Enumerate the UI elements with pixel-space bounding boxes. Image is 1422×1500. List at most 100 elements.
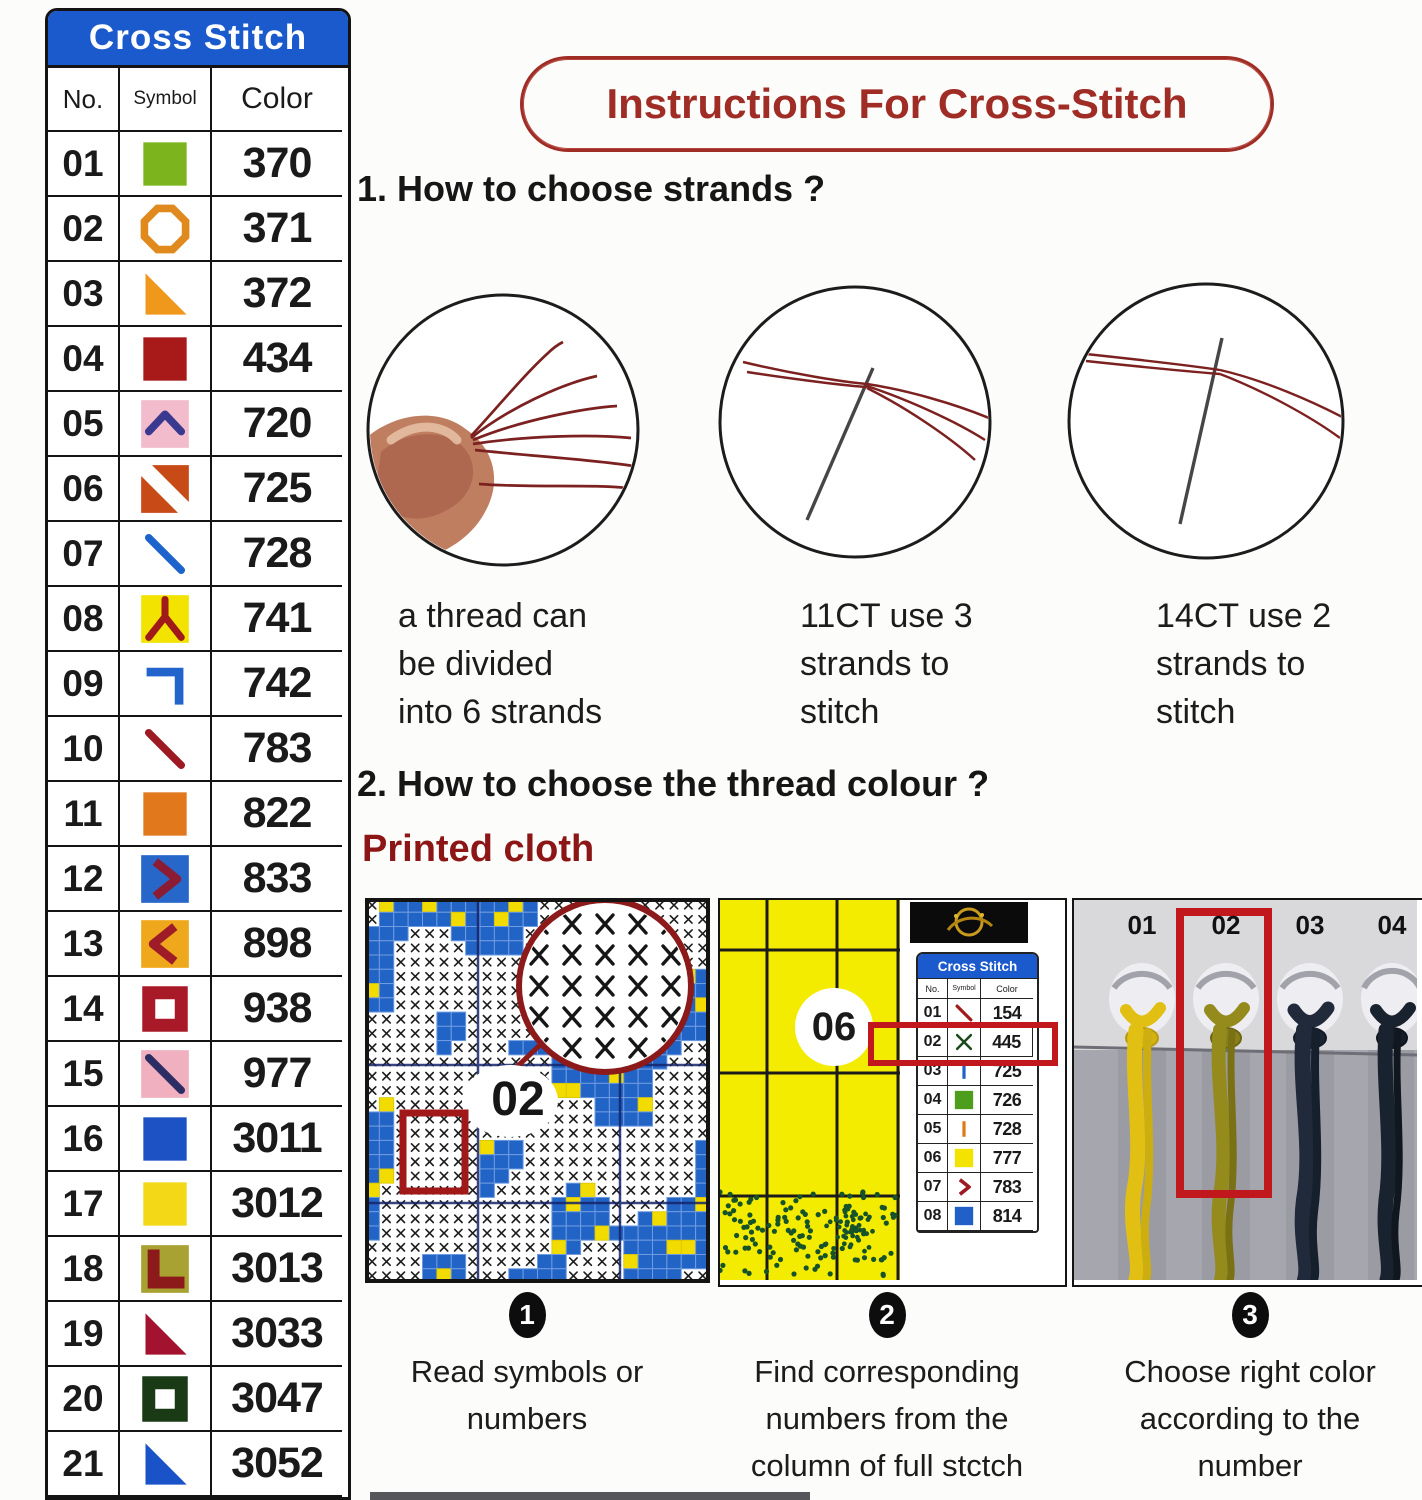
symbol-l-shape [141,1244,189,1293]
mini-row-no: 08 [918,1202,948,1231]
mini-col-color: Color [981,979,1033,999]
mini-column-headers: No. Symbol Color [918,979,1037,999]
row-symbol [120,1172,212,1237]
row-color: 434 [212,327,342,392]
cell06-text: 06 [811,1004,857,1049]
legend-row: 05 720 [48,392,348,457]
row-no: 21 [48,1432,120,1497]
row-color: 370 [212,132,342,197]
symbol-chevron-right [958,1178,971,1196]
mini-table-row: 05 728 [918,1115,1037,1144]
legend-row: 18 3013 [48,1237,348,1302]
printed-cloth-label: Printed cloth [362,828,595,870]
row-symbol [120,1042,212,1107]
symbol-triangle [145,1442,187,1485]
mini-row-no: 06 [918,1144,948,1173]
symbol-hollow-square [142,985,188,1032]
legend-row: 13 898 [48,912,348,977]
row-no: 14 [48,977,120,1042]
mini-row-symbol [948,1028,981,1057]
row-color: 822 [212,782,342,847]
row-symbol [120,717,212,782]
mini-row-no: 07 [918,1173,948,1202]
mini-table-row: 08 814 [918,1202,1037,1231]
col-header-color: Color [212,68,342,132]
symbol-x-mark [955,1033,973,1051]
step-3-caption: Choose right color according to the numb… [1124,1354,1376,1483]
step-3-badge: 3 [1231,1292,1269,1338]
legend-row: 17 3012 [48,1172,348,1237]
row-symbol [120,912,212,977]
legend-row: 03 372 [48,262,348,327]
symbol-vline [962,1121,966,1137]
caption-11ct: 11CT use 3 strands to stitch [800,597,973,731]
row-color: 372 [212,262,342,327]
row-color: 3012 [212,1172,342,1237]
mini-row-no: 05 [918,1115,948,1144]
row-symbol [120,587,212,652]
legend-row: 04 434 [48,327,348,392]
yellow-cloth-graphic [720,900,900,1280]
mini-table-row: 06 777 [918,1144,1037,1173]
legend-row: 10 783 [48,717,348,782]
mini-row-symbol [948,1144,981,1173]
mini-row-color: 728 [981,1115,1033,1144]
legend-row: 01 370 [48,132,348,197]
symbol-triangle [145,1312,187,1355]
symbol-octagon [140,204,190,253]
row-no: 03 [48,262,120,327]
symbol-diagonal [144,533,186,574]
symbol-hollow-square [142,1375,188,1422]
sheet-title-text: Instructions For Cross-Stitch [606,80,1188,127]
row-no: 15 [48,1042,120,1107]
row-symbol [120,782,212,847]
symbol-chevron-left [141,919,189,968]
mini-row-no: 04 [918,1086,948,1115]
step-2-caption: Find corresponding numbers from the colu… [750,1354,1024,1483]
kit-photo-strip [910,902,1028,943]
row-no: 16 [48,1107,120,1172]
section1-heading: 1. How to choose strands ? [357,168,826,209]
pattern-chart-graphic [364,897,711,1284]
symbol-square [143,791,187,836]
step-1: 1 Read symbols or numbers [377,1292,677,1442]
row-no: 11 [48,782,120,847]
mini-row-symbol [948,1202,981,1231]
symbol-chevron-right [141,854,189,903]
row-symbol [120,1237,212,1302]
figure-printed-cloth: 06 Cross Stitch No. Symbol Color 01 154 02… [718,898,1067,1287]
thread-label-03: 03 [1295,910,1325,940]
cloth-cell-number: 06 [795,988,873,1066]
figure-thread-card: 01 02 03 04 [1072,898,1422,1287]
legend-row: 12 833 [48,847,348,912]
section2-heading: 2. How to choose the thread colour ? [357,763,990,804]
pattern-highlight-number: 02 [491,1073,545,1126]
legend-row: 19 3033 [48,1302,348,1367]
row-color: 371 [212,197,342,262]
row-no: 07 [48,522,120,587]
row-no: 08 [48,587,120,652]
row-symbol [120,132,212,197]
col-header-no: No. [48,68,120,132]
row-color: 3052 [212,1432,342,1497]
row-color: 898 [212,912,342,977]
legend-table-title: Cross Stitch [48,11,348,68]
mini-table-rows: 01 154 02 445 03 725 04 726 05 728 06 777 07 783 08 814 [868,999,1058,1231]
legend-row: 07 728 [48,522,348,587]
caption-14ct: 14CT use 2 strands to stitch [1156,597,1332,731]
mini-row-color: 445 [981,1028,1033,1057]
legend-row: 15 977 [48,1042,348,1107]
symbol-chevron-up [141,399,189,448]
thread-label-04: 04 [1377,910,1407,940]
mini-legend-table: Cross Stitch No. Symbol Color 01 154 02 445… [868,952,1058,1233]
legend-row: 11 822 [48,782,348,847]
mini-row-no: 02 [918,1028,948,1057]
legend-row: 02 371 [48,197,348,262]
symbol-inverted-y [141,594,189,643]
row-no: 17 [48,1172,120,1237]
row-no: 05 [48,392,120,457]
row-color: 742 [212,652,342,717]
strands-photo-11ct [718,285,992,559]
symbol-square [143,141,187,186]
